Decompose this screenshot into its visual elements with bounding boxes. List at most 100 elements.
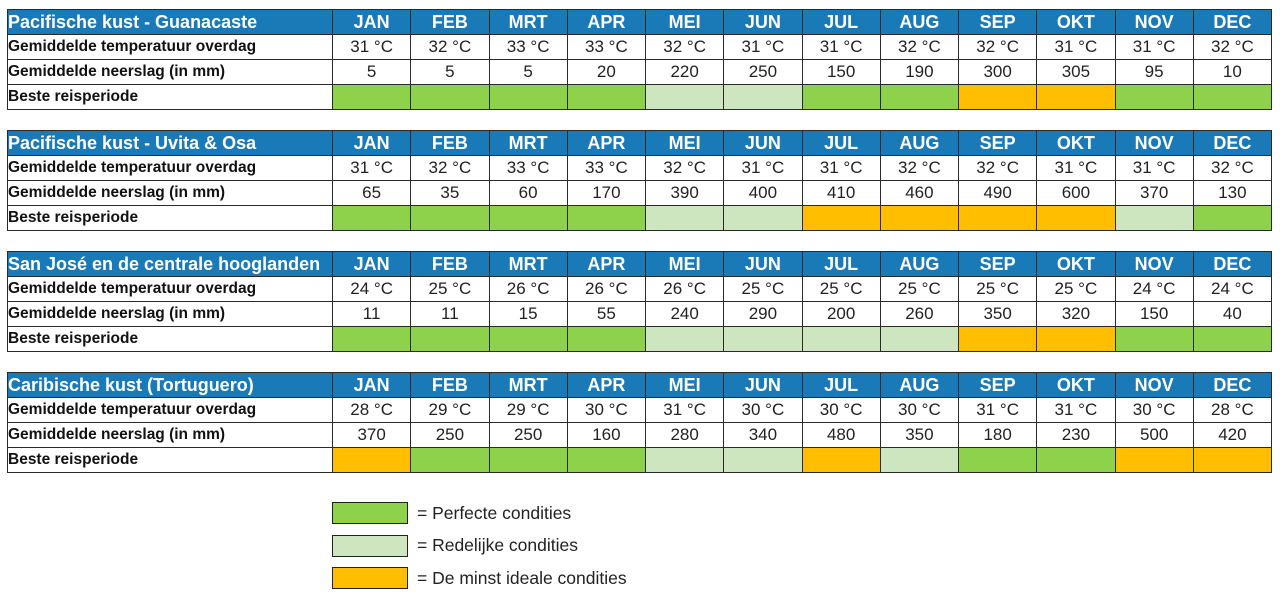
temperature-cell: 31 °C [644,397,725,423]
table-header-row: Pacifische kust - Guanacaste JAN FEB MRT APR… [7,9,1273,35]
rainfall-cell: 65 [331,180,412,206]
month-header: JUL [801,130,881,156]
temperature-cell: 32 °C [957,34,1038,60]
temperature-cell: 32 °C [410,155,490,181]
rainfall-label: Gemiddelde neerslag (in mm) [7,422,333,448]
month-header: MEI [644,9,725,35]
rainfall-cell: 480 [801,422,881,448]
legend-label-reasonable: = Redelijke condities [417,535,578,555]
best-period-cell-least [1114,447,1194,473]
legend-item-least: = De minst ideale condities [332,566,627,590]
legend-swatch-reasonable [332,534,408,557]
temperature-cell: 26 °C [644,276,725,302]
temperature-cell: 32 °C [410,34,490,60]
best-period-cell-least [957,84,1038,110]
temperature-cell: 30 °C [566,397,647,423]
rainfall-cell: 250 [723,59,803,85]
best-period-cell-perfect [331,84,412,110]
month-header: APR [566,251,647,277]
temperature-cell: 26 °C [566,276,647,302]
temperature-cell: 24 °C [1192,276,1273,302]
best-period-cell-reasonable [723,84,803,110]
best-period-cell-reasonable [644,205,725,231]
best-period-row: Beste reisperiode [7,447,1273,473]
month-header: FEB [410,130,490,156]
temperature-cell: 33 °C [566,34,647,60]
rainfall-cell: 260 [879,301,960,327]
rainfall-cell: 160 [566,422,647,448]
month-header: DEC [1192,372,1273,398]
rainfall-cell: 500 [1114,422,1194,448]
rainfall-cell: 5 [488,59,568,85]
temperature-label: Gemiddelde temperatuur overdag [7,155,333,181]
temperature-cell: 29 °C [410,397,490,423]
month-header: FEB [410,9,490,35]
month-header: SEP [957,372,1038,398]
rainfall-cell: 95 [1114,59,1194,85]
temperature-cell: 33 °C [488,34,568,60]
temperature-cell: 30 °C [801,397,881,423]
temperature-cell: 32 °C [644,34,725,60]
temperature-cell: 25 °C [957,276,1038,302]
rainfall-cell: 490 [957,180,1038,206]
best-period-cell-perfect [566,447,647,473]
legend-label-perfect: = Perfecte condities [417,502,572,523]
month-header: AUG [879,251,960,277]
best-period-cell-least [1192,447,1273,473]
rainfall-cell: 20 [566,59,647,85]
best-period-cell-least [957,205,1038,231]
best-period-cell-perfect [488,447,568,473]
best-period-cell-reasonable [644,84,725,110]
temperature-row: Gemiddelde temperatuur overdag 24 °C 25 °C… [7,276,1273,302]
best-period-cell-perfect [410,326,490,352]
temperature-cell: 33 °C [566,155,647,181]
rainfall-cell: 340 [723,422,803,448]
month-header: AUG [879,130,960,156]
best-period-cell-reasonable [644,447,725,473]
rainfall-cell: 11 [331,301,412,327]
month-header: AUG [879,372,960,398]
temperature-cell: 32 °C [879,34,960,60]
climate-table: Caribische kust (Tortuguero) JAN FEB MRT APR… [7,372,1273,473]
temperature-cell: 30 °C [879,397,960,423]
temperature-cell: 31 °C [723,155,803,181]
temperature-label: Gemiddelde temperatuur overdag [7,34,333,60]
legend-item-reasonable: = Redelijke condities [332,534,627,558]
best-period-label: Beste reisperiode [7,84,333,110]
rainfall-cell: 55 [566,301,647,327]
rainfall-cell: 390 [644,180,725,206]
temperature-cell: 24 °C [1114,276,1194,302]
month-header: FEB [410,372,490,398]
legend: = Perfecte condities = Redelijke conditi… [332,501,627,599]
best-period-cell-least [1036,326,1116,352]
temperature-cell: 31 °C [1114,34,1194,60]
rainfall-cell: 250 [488,422,568,448]
best-period-cell-perfect [410,447,490,473]
temperature-cell: 28 °C [331,397,412,423]
month-header: MRT [488,372,568,398]
temperature-cell: 33 °C [488,155,568,181]
legend-swatch-perfect [332,502,408,524]
rainfall-cell: 240 [644,301,725,327]
temperature-cell: 26 °C [488,276,568,302]
temperature-row: Gemiddelde temperatuur overdag 28 °C 29 °C… [7,397,1273,423]
region-table-1: Pacifische kust - Guanacaste JAN FEB MRT APR… [7,9,1273,110]
rainfall-cell: 410 [801,180,881,206]
temperature-cell: 30 °C [723,397,803,423]
best-period-cell-least [801,205,881,231]
month-header: SEP [957,251,1038,277]
rainfall-cell: 420 [1192,422,1273,448]
temperature-cell: 32 °C [1192,155,1273,181]
best-period-cell-perfect [1192,205,1273,231]
temperature-label: Gemiddelde temperatuur overdag [7,397,333,423]
month-header: NOV [1114,372,1194,398]
best-period-cell-perfect [1192,326,1273,352]
rainfall-cell: 200 [801,301,881,327]
rainfall-cell: 40 [1192,301,1273,327]
best-period-row: Beste reisperiode [7,205,1273,231]
temperature-cell: 25 °C [410,276,490,302]
rainfall-row: Gemiddelde neerslag (in mm) 11 11 15 55 240 29… [7,301,1273,327]
month-header: JAN [331,372,412,398]
best-period-row: Beste reisperiode [7,84,1273,110]
table-header-row: Caribische kust (Tortuguero) JAN FEB MRT APR… [7,372,1273,398]
